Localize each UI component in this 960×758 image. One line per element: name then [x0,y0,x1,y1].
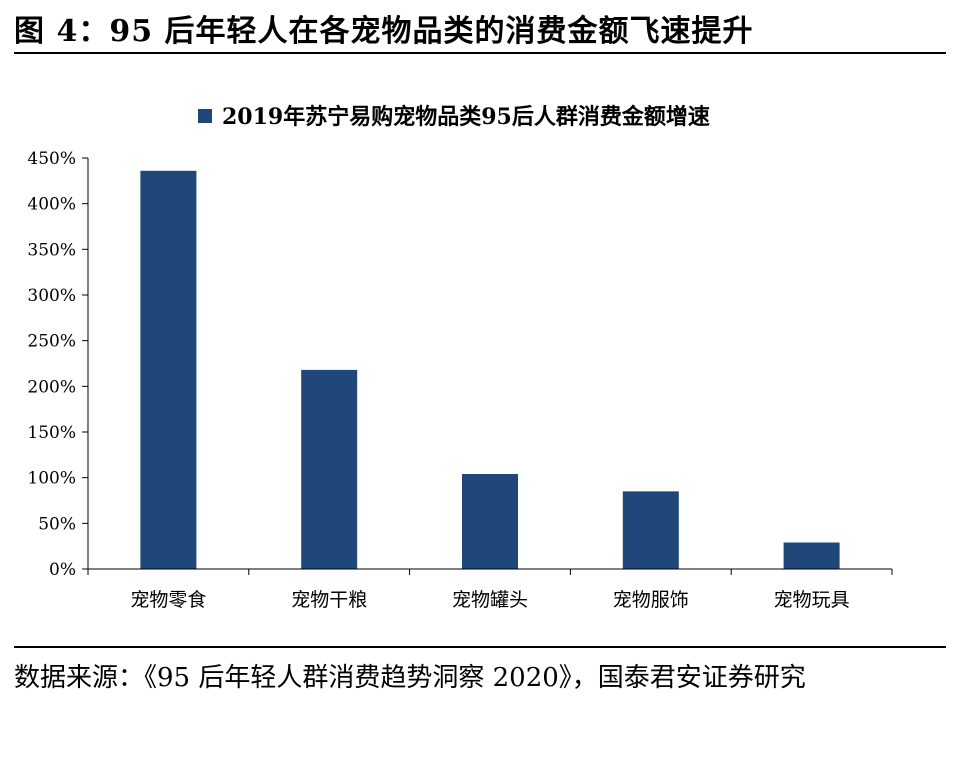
chart-area: 2019年苏宁易购宠物品类95后人群消费金额增速 0% 50% 100% 150% 20… [0,60,960,640]
y-tick-label: 250% [27,332,76,352]
bar [462,474,518,569]
y-tick-label: 50% [38,514,76,534]
x-category-label: 宠物干粮 [291,589,367,611]
x-category-label: 宠物玩具 [774,589,850,611]
bar [301,369,358,569]
bars [140,170,840,569]
bar [140,170,197,569]
bar [622,491,679,569]
y-tick-label: 300% [27,286,76,306]
legend-label: 2019年苏宁易购宠物品类95后人群消费金额增速 [222,104,710,130]
legend-swatch [198,109,212,123]
bar [783,542,840,569]
y-tick-label: 400% [27,195,76,215]
legend: 2019年苏宁易购宠物品类95后人群消费金额增速 [198,104,710,130]
source-note: 数据来源：《95 后年轻人群消费趋势洞察 2020》，国泰君安证券研究 [14,663,806,693]
y-axis: 0% 50% 100% 150% 200% 250% 300% 350% 400% 450% [27,149,89,580]
y-tick-label: 0% [49,560,76,580]
figure-title: 图 4：95 后年轻人在各宠物品类的消费金额飞速提升 [14,14,754,49]
y-tick-label: 450% [27,149,76,169]
title-divider [14,52,946,54]
source-divider [14,646,946,648]
bar-chart: 2019年苏宁易购宠物品类95后人群消费金额增速 0% 50% 100% 150% 20… [27,104,893,611]
x-category-label: 宠物罐头 [452,589,528,611]
y-tick-label: 150% [27,423,76,443]
x-axis: 宠物零食 宠物干粮 宠物罐头 宠物服饰 宠物玩具 [87,568,893,611]
x-category-label: 宠物服饰 [613,589,689,611]
y-tick-label: 100% [27,469,76,489]
y-tick-label: 350% [27,240,76,260]
x-category-label: 宠物零食 [130,589,206,611]
y-tick-label: 200% [27,377,76,397]
